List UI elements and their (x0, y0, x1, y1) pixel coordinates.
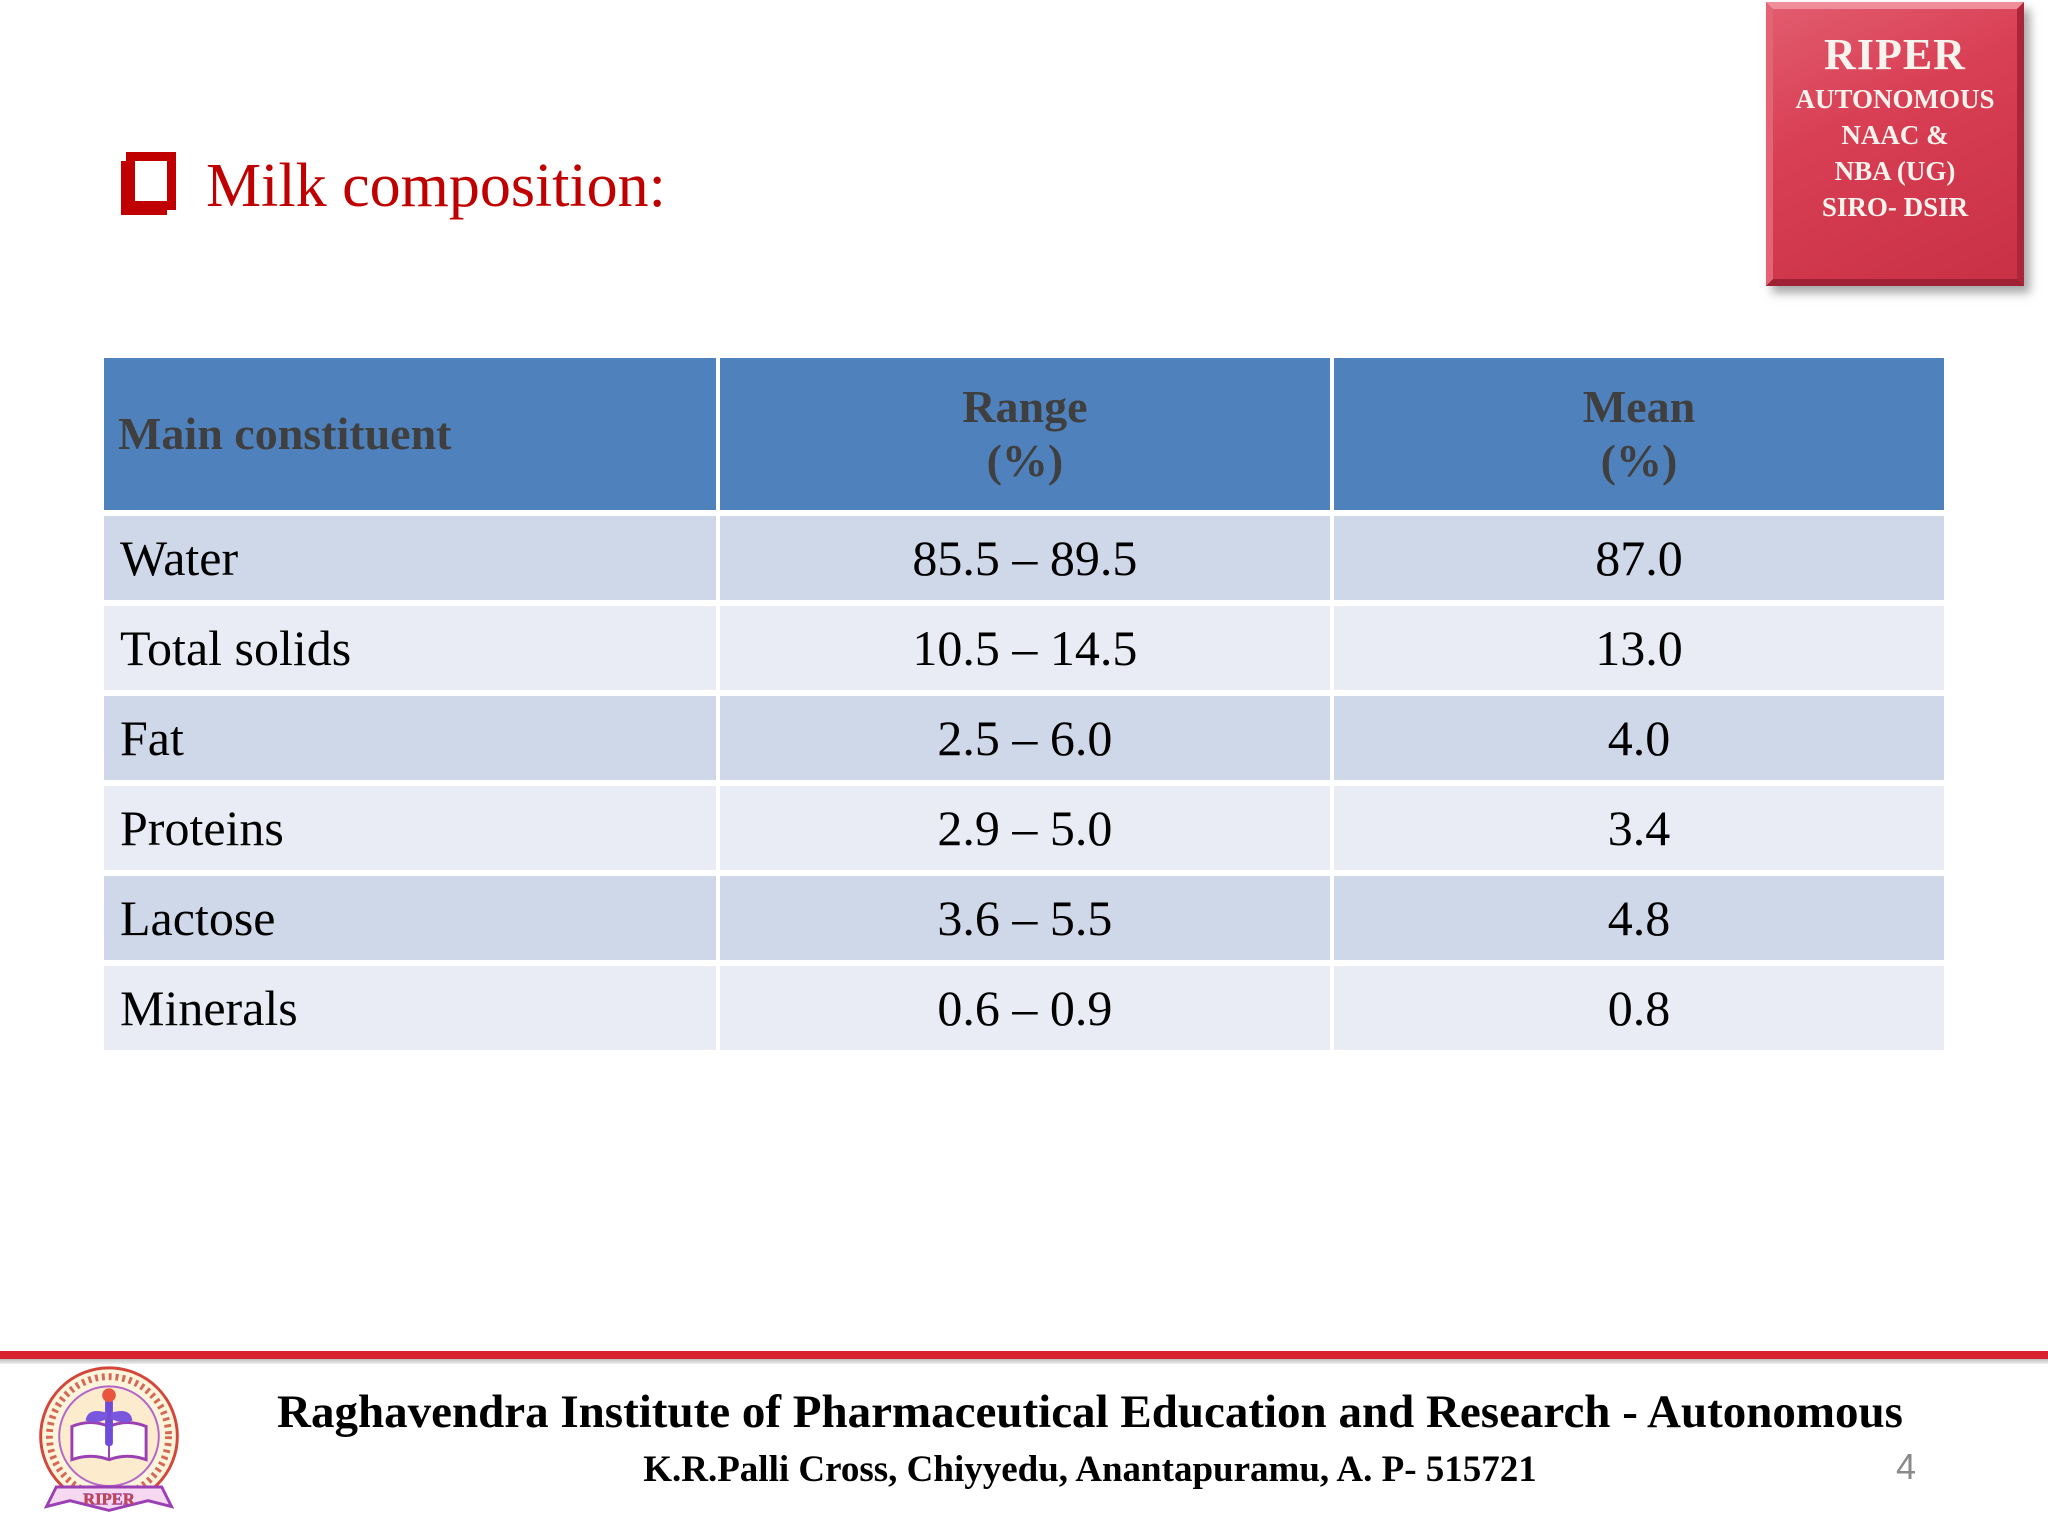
title-row: Milk composition: (126, 152, 666, 220)
table-row: Lactose 3.6 – 5.5 4.8 (104, 876, 1944, 960)
logo-ribbon-text: RIPER (83, 1490, 136, 1509)
institute-address: K.R.Palli Cross, Chiyyedu, Anantapuramu,… (643, 1449, 1537, 1490)
cell-mean: 87.0 (1333, 516, 1944, 600)
badge-line: NAAC & (1841, 119, 1949, 150)
badge-line: SIRO- DSIR (1821, 191, 1969, 222)
column-header-mean: Mean (%) (1333, 358, 1944, 510)
cell-constituent: Lactose (104, 876, 716, 960)
table-row: Water 85.5 – 89.5 87.0 (104, 516, 1944, 600)
checkbox-bullet-icon (126, 152, 176, 210)
institute-logo: RIPER (39, 1366, 179, 1512)
institute-name: Raghavendra Institute of Pharmaceutical … (277, 1386, 1903, 1438)
page-number: 4 (1896, 1446, 1917, 1487)
cell-range: 2.5 – 6.0 (719, 696, 1330, 780)
footer-red-divider (0, 1351, 2048, 1359)
footer-divider-shadow (0, 1359, 2048, 1364)
cell-mean: 4.8 (1333, 876, 1944, 960)
cell-mean: 0.8 (1333, 966, 1944, 1050)
cell-range: 10.5 – 14.5 (719, 606, 1330, 690)
cell-constituent: Proteins (104, 786, 716, 870)
cell-range: 85.5 – 89.5 (719, 516, 1330, 600)
cell-mean: 3.4 (1333, 786, 1944, 870)
table-row: Fat 2.5 – 6.0 4.0 (104, 696, 1944, 780)
badge-line: AUTONOMOUS (1795, 84, 1995, 114)
column-header-range: Range (%) (719, 358, 1330, 510)
column-header-constituent: Main constituent (104, 358, 716, 510)
badge-line: RIPER (1824, 30, 1966, 79)
cell-mean: 13.0 (1333, 606, 1944, 690)
table-header-row: Main constituent Range (%) Mean (%) (104, 358, 1944, 510)
header-unit: (%) (1600, 435, 1678, 486)
page-title: Milk composition: (206, 152, 666, 220)
cell-range: 0.6 – 0.9 (719, 966, 1330, 1050)
table-row: Minerals 0.6 – 0.9 0.8 (104, 966, 1944, 1050)
table-row: Proteins 2.9 – 5.0 3.4 (104, 786, 1944, 870)
riper-accreditation-badge: RIPER AUTONOMOUS NAAC & NBA (UG) SIRO- D… (1766, 2, 2024, 286)
cell-constituent: Minerals (104, 966, 716, 1050)
cell-range: 2.9 – 5.0 (719, 786, 1330, 870)
header-label: Range (962, 380, 1088, 432)
cell-constituent: Water (104, 516, 716, 600)
milk-composition-table: Main constituent Range (%) Mean (%) Wate… (100, 352, 1948, 1056)
table-row: Total solids 10.5 – 14.5 13.0 (104, 606, 1944, 690)
cell-range: 3.6 – 5.5 (719, 876, 1330, 960)
header-label: Main constituent (118, 407, 452, 459)
cell-constituent: Total solids (104, 606, 716, 690)
header-label: Mean (1582, 380, 1696, 432)
badge-line: NBA (UG) (1834, 155, 1956, 186)
cell-mean: 4.0 (1333, 696, 1944, 780)
header-unit: (%) (986, 435, 1064, 486)
cell-constituent: Fat (104, 696, 716, 780)
